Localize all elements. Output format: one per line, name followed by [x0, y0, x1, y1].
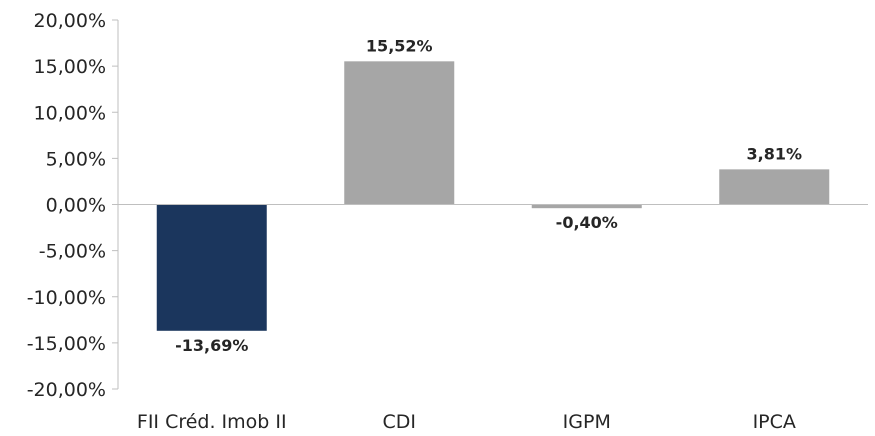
- data-label: 3,81%: [746, 144, 802, 163]
- bar: [531, 204, 642, 209]
- y-tick-label: 10,00%: [34, 102, 106, 124]
- y-tick-label: 15,00%: [34, 56, 106, 78]
- y-tick-label: 0,00%: [46, 195, 106, 217]
- y-tick-label: -10,00%: [27, 287, 106, 309]
- y-tick-label: -20,00%: [27, 379, 106, 401]
- data-label: -13,69%: [175, 336, 248, 355]
- x-category-label: IPCA: [753, 411, 796, 433]
- x-category-label: CDI: [382, 411, 416, 433]
- bar: [719, 169, 830, 205]
- x-category-label: IGPM: [563, 411, 611, 433]
- x-category-label: FII Créd. Imob II: [137, 411, 287, 433]
- y-tick-label: -15,00%: [27, 333, 106, 355]
- y-tick-label: 5,00%: [46, 148, 106, 170]
- data-label: 15,52%: [366, 36, 433, 55]
- bar: [344, 61, 455, 205]
- y-tick-label: 20,00%: [34, 10, 106, 32]
- y-tick-label: -5,00%: [39, 241, 106, 263]
- bar: [156, 204, 267, 331]
- data-label: -0,40%: [556, 213, 618, 232]
